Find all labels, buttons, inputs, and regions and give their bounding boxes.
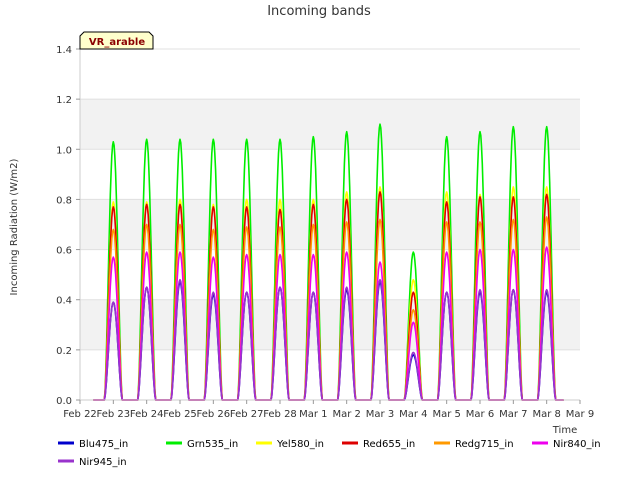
y-axis-label: Incoming Radiation (W/m2): [9, 158, 20, 295]
site-label: VR_arable: [89, 37, 145, 48]
x-tick-labels: Feb 22 Feb 23 Feb 24 Feb 25 Feb 26 Feb 27 Feb …: [63, 400, 594, 420]
y-tick-label: 0.0: [56, 396, 72, 407]
x-tick-label: Mar 4: [399, 409, 427, 420]
site-label-box: VR_arable: [79, 31, 154, 50]
x-tick-label: Mar 5: [432, 409, 460, 420]
chart-title: Incoming bands: [267, 4, 371, 19]
y-tick-label: 0.4: [56, 296, 72, 307]
y-tick-labels: 0.0 0.2 0.4 0.6 0.8 1.0 1.2 1.4: [56, 45, 80, 407]
x-tick-label: Feb 23: [97, 409, 131, 420]
grid-band: [80, 299, 580, 350]
x-tick-label: Feb 22: [63, 409, 97, 420]
y-tick-label: 1.2: [56, 95, 72, 106]
legend: Blu475_in Grn535_in Yel580_in Red655_in Redg…: [58, 439, 601, 468]
x-tick-label: Mar 9: [566, 409, 594, 420]
y-tick-label: 1.0: [56, 145, 72, 156]
legend-label: Yel580_in: [276, 439, 324, 450]
x-tick-label: Feb 26: [197, 409, 231, 420]
legend-label: Grn535_in: [187, 439, 238, 450]
grid-band: [80, 99, 580, 150]
x-tick-label: Feb 27: [230, 409, 264, 420]
y-tick-label: 0.2: [56, 346, 72, 357]
x-tick-label: Feb 24: [130, 409, 164, 420]
y-tick-label: 1.4: [56, 45, 72, 56]
legend-label: Nir840_in: [553, 439, 601, 450]
y-tick-label: 0.8: [56, 195, 72, 206]
grid-band: [80, 199, 580, 250]
x-tick-label: Mar 2: [332, 409, 360, 420]
x-tick-label: Mar 6: [466, 409, 494, 420]
legend-label: Nir945_in: [79, 457, 127, 468]
y-tick-label: 0.6: [56, 246, 72, 257]
x-tick-label: Mar 3: [366, 409, 394, 420]
x-axis-label: Time: [552, 425, 577, 436]
x-tick-label: Feb 25: [163, 409, 197, 420]
x-tick-label: Mar 1: [299, 409, 327, 420]
legend-label: Redg715_in: [455, 439, 514, 450]
x-tick-label: Feb 28: [263, 409, 297, 420]
axes: [79, 49, 580, 401]
grid-bands: [80, 99, 580, 350]
legend-label: Blu475_in: [79, 439, 128, 450]
legend-label: Red655_in: [363, 439, 415, 450]
x-tick-label: Mar 8: [532, 409, 560, 420]
x-tick-label: Mar 7: [499, 409, 527, 420]
